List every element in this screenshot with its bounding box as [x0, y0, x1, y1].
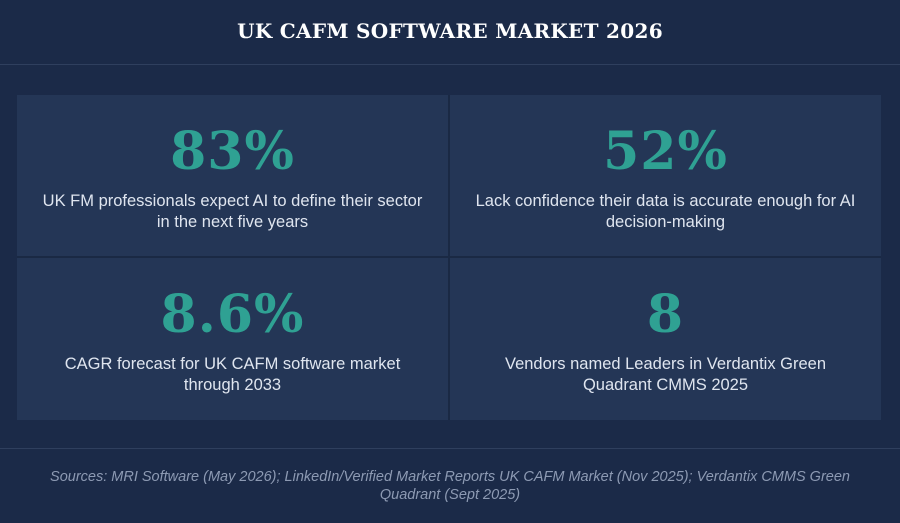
- stat-description: CAGR forecast for UK CAFM software marke…: [64, 355, 401, 394]
- stat-value: 52%: [603, 121, 728, 182]
- stat-description: Vendors named Leaders in Verdantix Green…: [504, 355, 827, 394]
- footer-divider: [0, 448, 900, 449]
- stat-card-vendor-leaders: 8 Vendors named Leaders in Verdantix Gre…: [449, 257, 881, 420]
- stat-description: Lack confidence their data is accurate e…: [475, 192, 856, 231]
- stat-description: UK FM professionals expect AI to define …: [42, 192, 423, 231]
- sources-text: Sources: MRI Software (May 2026); Linked…: [50, 469, 850, 503]
- stats-grid: 83% UK FM professionals expect AI to def…: [17, 95, 881, 420]
- header: UK CAFM SOFTWARE MARKET 2026: [0, 0, 900, 65]
- stat-value: 8.6%: [160, 284, 305, 345]
- page-title: UK CAFM SOFTWARE MARKET 2026: [237, 19, 663, 43]
- stat-card-data-confidence: 52% Lack confidence their data is accura…: [449, 95, 881, 257]
- stat-value: 83%: [170, 121, 295, 182]
- stat-value: 8: [646, 284, 685, 345]
- stat-card-cagr: 8.6% CAGR forecast for UK CAFM software …: [17, 257, 449, 420]
- stat-card-ai-expectation: 83% UK FM professionals expect AI to def…: [17, 95, 449, 257]
